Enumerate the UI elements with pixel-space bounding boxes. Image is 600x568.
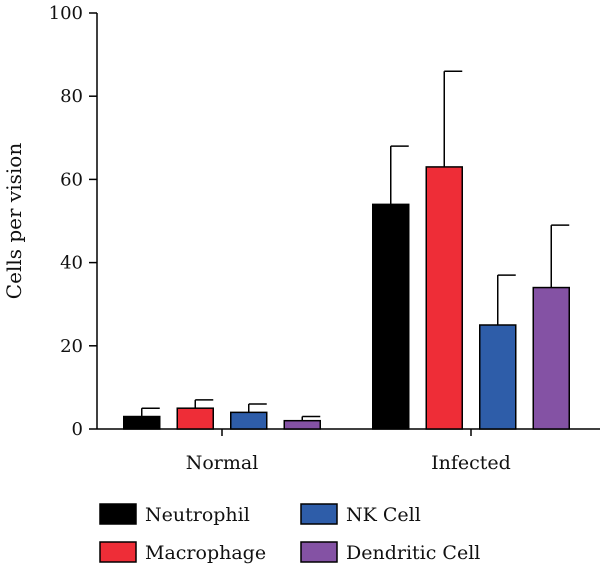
bar (479, 324, 517, 430)
legend-swatch (300, 503, 338, 525)
legend: Neutrophil Macrophage NK Cell Dendritic Cel… (99, 503, 480, 564)
legend-label: Macrophage (145, 542, 266, 564)
x-tick-label: Infected (431, 452, 511, 474)
y-tick-label: 40 (60, 253, 83, 274)
bar (532, 286, 570, 430)
y-tick-label: 60 (60, 169, 83, 190)
legend-label: Dendritic Cell (346, 542, 480, 564)
y-axis-label: Cells per vision (2, 143, 26, 300)
bar (372, 203, 410, 430)
y-tick-label: 80 (60, 86, 83, 107)
y-tick-label: 100 (49, 3, 83, 24)
legend-swatch (99, 503, 137, 525)
y-tick-label: 0 (72, 419, 83, 440)
y-tick-label: 20 (60, 336, 83, 357)
bar (176, 407, 214, 430)
legend-label: Neutrophil (145, 504, 250, 526)
legend-swatch (99, 541, 137, 563)
legend-label: NK Cell (346, 504, 421, 526)
bar (123, 415, 161, 430)
bar (425, 166, 463, 430)
legend-swatch (300, 541, 338, 563)
x-tick-label: Normal (186, 452, 259, 474)
bar (283, 419, 321, 430)
bar (230, 411, 268, 430)
